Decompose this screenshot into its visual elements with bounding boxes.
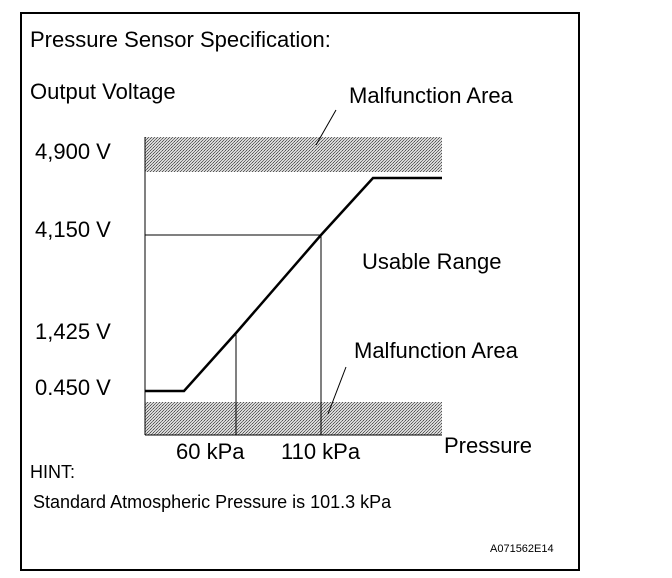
- lower-leader-line: [327, 366, 347, 415]
- upper-leader-line: [315, 109, 337, 146]
- lower-malfunction-label: Malfunction Area: [354, 338, 519, 363]
- figure-code: A071562E14: [490, 543, 554, 555]
- figure-heading: Pressure Sensor Specification:: [30, 27, 331, 52]
- x-tick-110kpa: 110 kPa: [281, 439, 361, 464]
- y-tick-0450: 0.450 V: [35, 375, 111, 400]
- x-tick-60kpa: 60 kPa: [176, 439, 245, 464]
- figure-frame: [20, 12, 580, 571]
- lower-malfunction-band: [145, 402, 442, 435]
- usable-range-label: Usable Range: [362, 249, 501, 274]
- hint-title: HINT:: [30, 462, 75, 482]
- y-tick-1425: 1,425 V: [35, 319, 111, 344]
- y-tick-4900: 4,900 V: [35, 139, 111, 164]
- y-axis-label: Output Voltage: [30, 79, 176, 104]
- y-tick-4150: 4,150 V: [35, 217, 111, 242]
- voltage-curve: [145, 176, 442, 393]
- upper-malfunction-band: [145, 137, 442, 172]
- upper-malfunction-label: Malfunction Area: [349, 83, 514, 108]
- x-axis-label: Pressure: [444, 433, 532, 458]
- hint-text: Standard Atmospheric Pressure is 101.3 k…: [33, 492, 392, 512]
